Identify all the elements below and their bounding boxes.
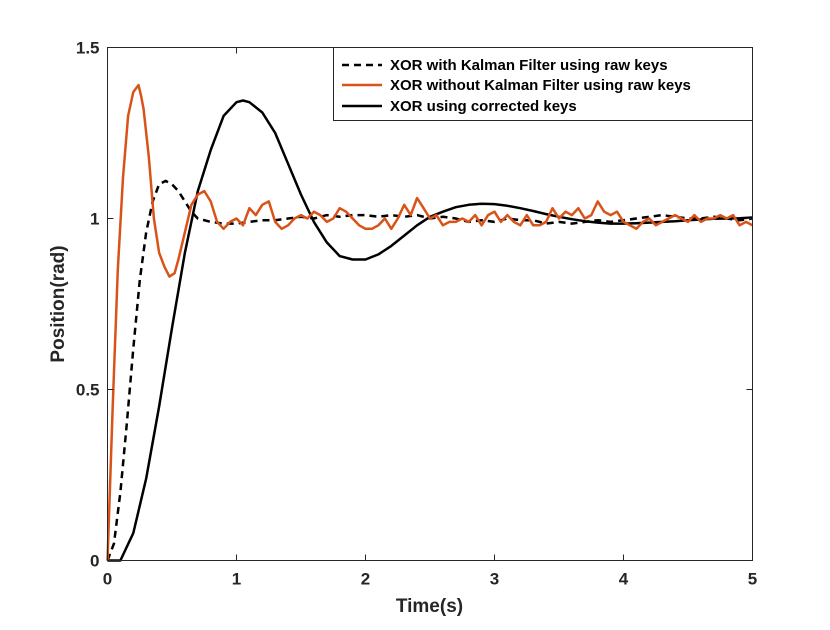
series-line-no-kalman xyxy=(106,83,754,561)
x-tick-label: 3 xyxy=(490,570,499,589)
x-tick-label: 0 xyxy=(103,570,112,589)
legend-box xyxy=(333,47,753,121)
y-tick-label: 0.5 xyxy=(76,381,100,400)
legend-label-kalman: XOR with Kalman Filter using raw keys xyxy=(390,57,668,74)
legend-label-no-kalman: XOR without Kalman Filter using raw keys xyxy=(390,77,691,94)
y-tick-label: 1.5 xyxy=(76,39,100,58)
series-line-kalman xyxy=(106,179,753,561)
x-tick-label: 5 xyxy=(748,570,757,589)
plot-area-background xyxy=(107,47,753,561)
series-layer xyxy=(106,83,754,562)
x-tick-label: 1 xyxy=(232,570,241,589)
y-axis-title: Position(rad) xyxy=(48,245,69,362)
x-tick-label: 4 xyxy=(619,570,629,589)
y-tick-label: 0 xyxy=(90,552,99,571)
y-tick-label: 1 xyxy=(90,210,99,229)
legend-label-corrected: XOR using corrected keys xyxy=(390,98,577,115)
x-tick-label: 2 xyxy=(361,570,370,589)
x-axis-title: Time(s) xyxy=(396,596,463,617)
legend: XOR with Kalman Filter using raw keys XO… xyxy=(333,47,753,121)
